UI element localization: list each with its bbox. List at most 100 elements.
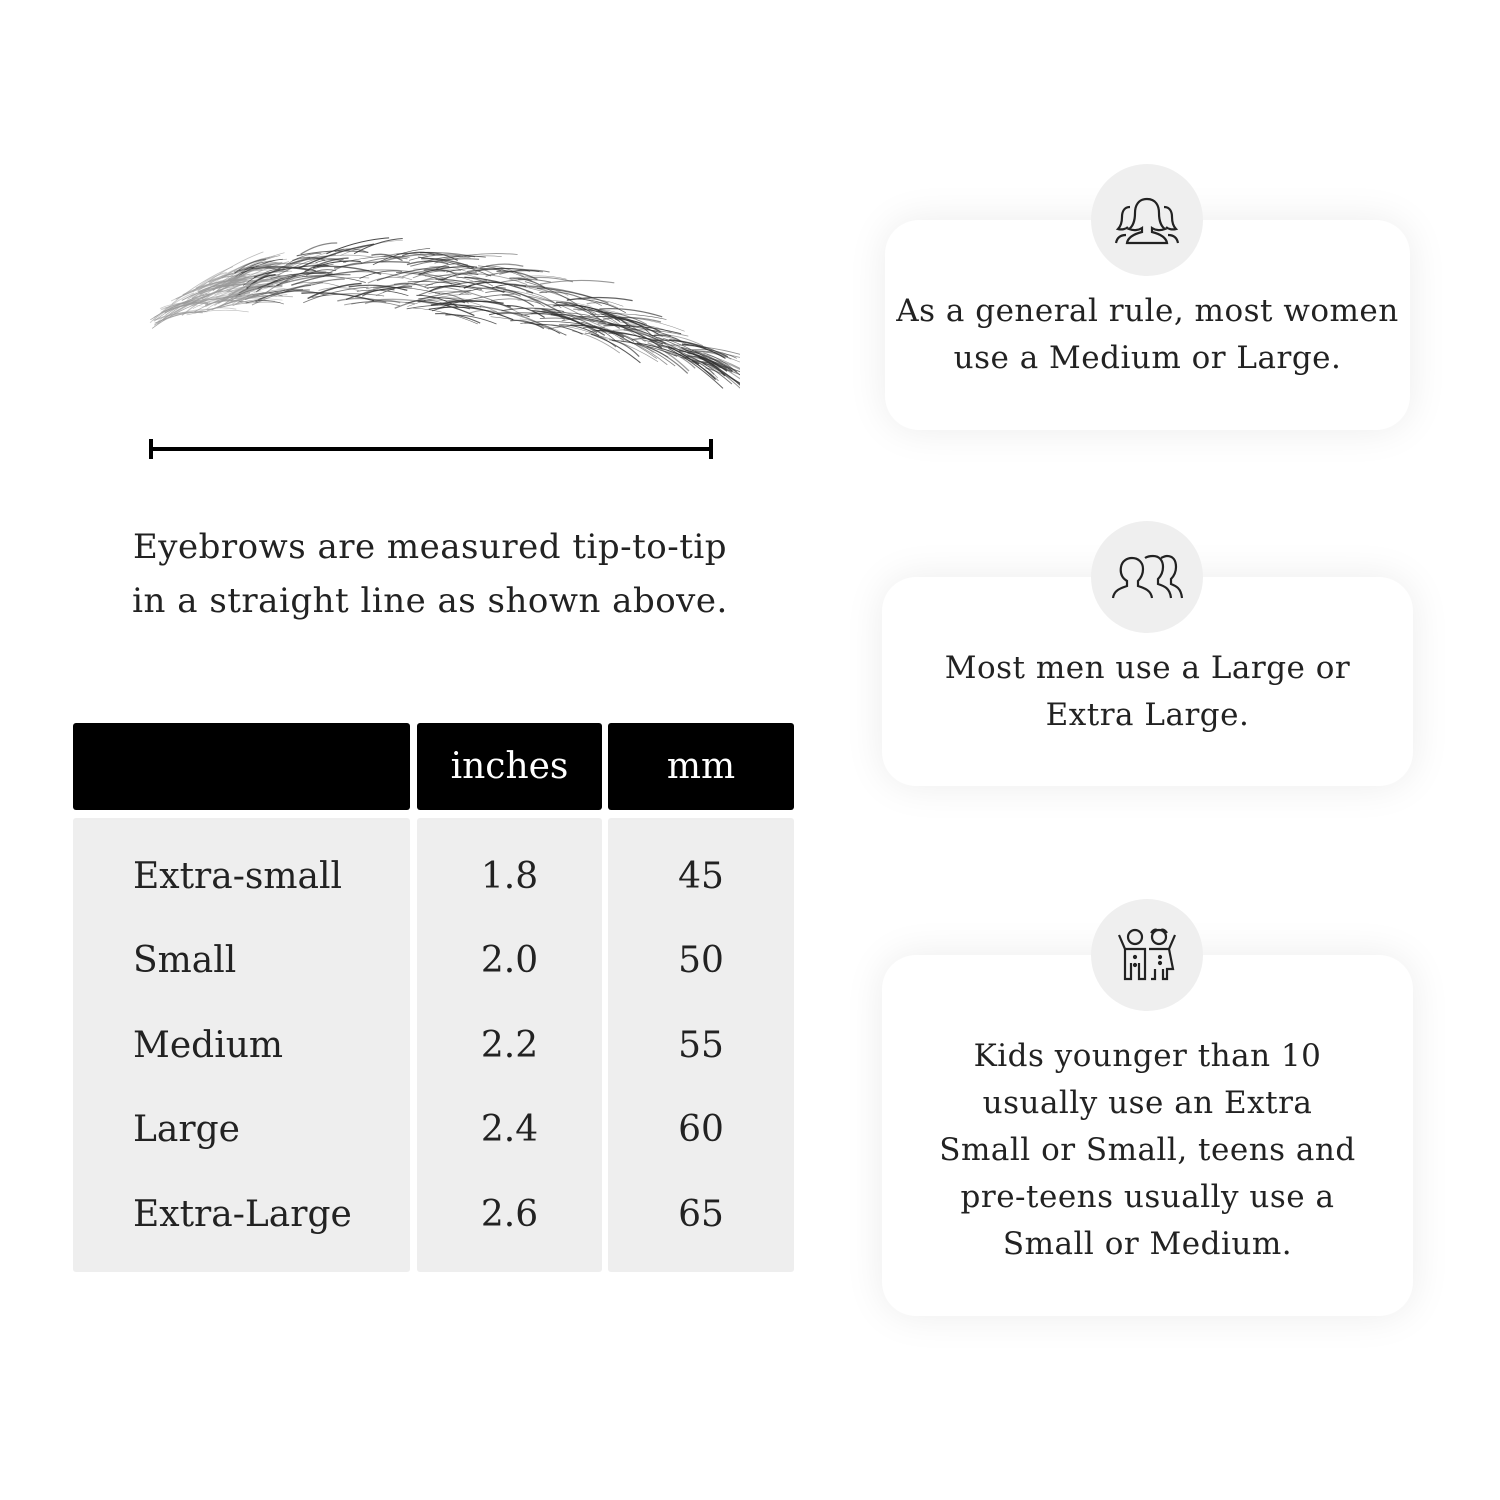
eyebrow-hair	[501, 294, 535, 307]
men-card-line-1: Most men use a Large or	[944, 649, 1351, 686]
eyebrow-hair	[556, 301, 604, 322]
eyebrow-hair	[567, 298, 602, 306]
eyebrow-hair	[459, 287, 506, 295]
inches-value: 1.8	[480, 856, 539, 897]
eyebrow-hair	[393, 282, 429, 290]
eyebrow-hair	[590, 333, 641, 364]
eyebrow-hair	[337, 297, 387, 303]
kids-card-line-1: Kids younger than 10	[973, 1038, 1322, 1074]
eyebrow-hair	[604, 323, 659, 339]
size-label: Small	[133, 940, 237, 981]
eyebrow-hair	[584, 332, 617, 348]
eyebrow-hair	[437, 293, 515, 309]
eyebrow-hair	[561, 318, 605, 323]
eyebrow-hair	[623, 329, 681, 351]
eyebrow-hair	[419, 252, 458, 261]
eyebrow-hair	[513, 275, 567, 280]
eyebrow-hair	[684, 349, 733, 372]
caption-line-2: in a straight line as shown above.	[132, 581, 728, 621]
eyebrow-hair	[705, 367, 740, 385]
eyebrow-hair	[495, 286, 562, 314]
eyebrow-hair	[424, 255, 486, 263]
eyebrow-hair	[371, 253, 403, 262]
eyebrow-hair	[552, 305, 597, 314]
eyebrow-hair	[229, 291, 272, 297]
kids-icon-badge	[1091, 899, 1203, 1011]
eyebrow-hair	[365, 286, 406, 291]
women-card-line-1: As a general rule, most women	[896, 293, 1399, 329]
eyebrow-hair	[317, 265, 382, 275]
eyebrow-hair	[619, 337, 668, 366]
eyebrow-hair	[251, 282, 323, 306]
eyebrow-hair	[249, 256, 311, 286]
eyebrow-hair	[435, 263, 469, 270]
eyebrow-hair	[647, 342, 690, 372]
eyebrow-hair	[646, 345, 689, 374]
eyebrow-hair	[254, 289, 310, 302]
eyebrow-hair	[351, 301, 401, 307]
eyebrow-hair	[566, 296, 633, 302]
inches-value: 2.4	[480, 1109, 539, 1150]
eyebrow-hair	[607, 315, 639, 332]
eyebrow-hair	[224, 264, 268, 288]
eyebrow-hair	[424, 281, 461, 287]
eyebrow-hair	[485, 290, 521, 297]
eyebrow-hair	[257, 271, 326, 289]
size-label: Medium	[133, 1025, 284, 1066]
eyebrow-hair	[203, 297, 283, 303]
eyebrow-hair	[285, 252, 322, 266]
eyebrow-hair	[192, 296, 239, 309]
eyebrow-hair	[464, 276, 534, 294]
eyebrow-hair	[151, 300, 207, 329]
eyebrow-hair	[528, 295, 584, 317]
eyebrow-hair	[647, 335, 689, 346]
eyebrow-hair	[318, 287, 359, 291]
eyebrow-hair	[375, 277, 444, 296]
eyebrow-hair	[361, 288, 395, 297]
eyebrow-hair	[359, 270, 403, 279]
eyebrow-hair	[255, 284, 312, 303]
eyebrow-hair	[611, 339, 640, 358]
eyebrow-hair	[479, 263, 524, 269]
eyebrow-hair	[593, 325, 657, 359]
eyebrow-hair	[416, 294, 459, 308]
eyebrow-hair	[217, 284, 274, 304]
eyebrow-hair	[547, 325, 606, 330]
eyebrow-hair	[599, 308, 663, 318]
measurement-caption: Eyebrows are measured tip-to-tip in a st…	[60, 520, 800, 628]
eyebrow-hair	[564, 302, 596, 317]
eyebrow-hair	[407, 281, 482, 290]
eyebrow-hair	[265, 276, 303, 294]
eyebrow-hair	[309, 254, 374, 260]
eyebrow-hair	[307, 282, 362, 300]
eyebrow-hair	[445, 314, 497, 325]
men-card-line-2: Extra Large.	[1045, 696, 1250, 733]
eyebrow-hair	[440, 273, 479, 281]
eyebrow-hair	[653, 339, 706, 349]
eyebrow-hair	[439, 285, 514, 310]
eyebrow-hair	[490, 298, 541, 304]
eyebrow-hair	[619, 322, 662, 333]
eyebrow-hair	[160, 300, 197, 314]
eyebrow-hair	[703, 363, 740, 376]
eyebrow-hair	[602, 316, 662, 323]
kids-card-line-3: Small or Small, teens and	[939, 1132, 1356, 1168]
eyebrow-hair	[708, 357, 740, 371]
eyebrow-hair	[181, 282, 237, 316]
eyebrow-hair	[154, 311, 203, 321]
eyebrow-hair	[298, 243, 375, 269]
eyebrow-hair	[372, 286, 441, 295]
eyebrow-hair	[150, 293, 211, 321]
eyebrow-hair	[300, 242, 338, 255]
eyebrow-hair	[372, 298, 439, 306]
eyebrow-hair	[628, 341, 676, 367]
mm-value: 55	[678, 1025, 724, 1066]
eyebrow-hair	[597, 335, 659, 363]
measurement-line	[149, 439, 713, 459]
eyebrow-hair	[234, 258, 266, 274]
eyebrow-hair	[485, 270, 543, 277]
eyebrow-hair	[539, 279, 615, 285]
mm-value: 65	[678, 1194, 724, 1235]
eyebrow-hair	[486, 265, 525, 278]
eyebrow-hair	[573, 308, 635, 323]
